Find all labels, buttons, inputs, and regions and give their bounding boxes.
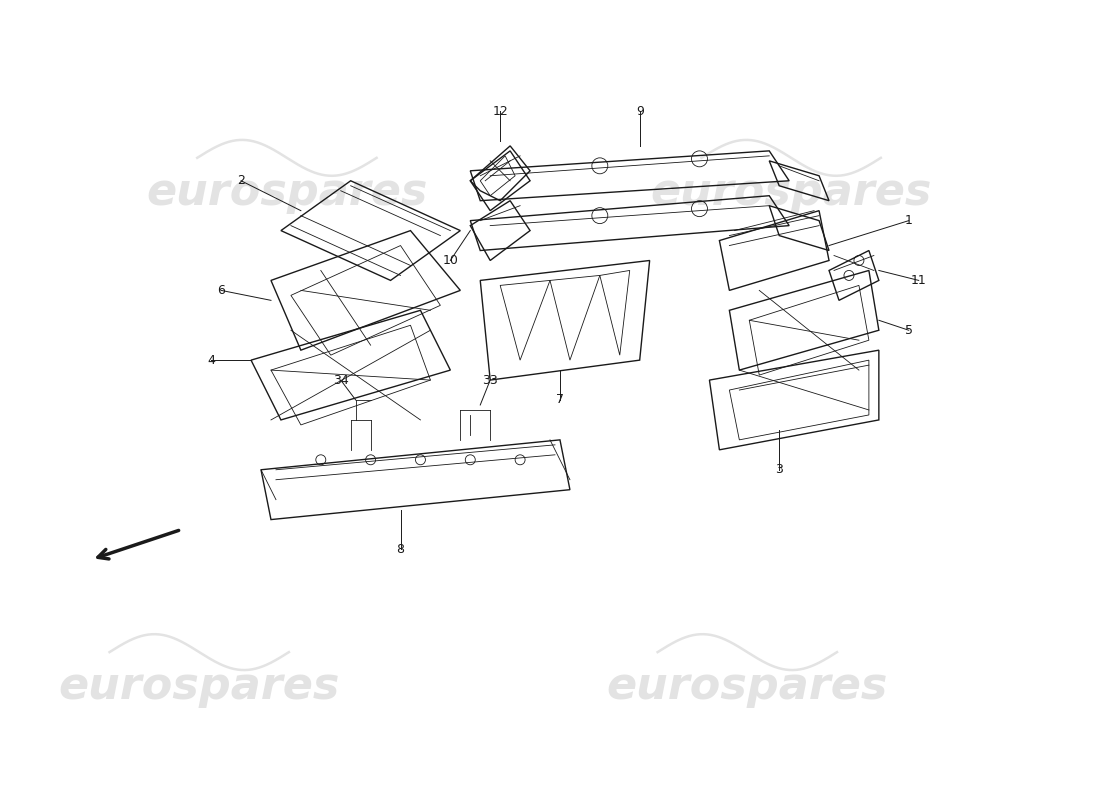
Text: 34: 34 (333, 374, 349, 386)
Text: 9: 9 (636, 105, 644, 118)
Text: 4: 4 (207, 354, 216, 366)
Text: 33: 33 (482, 374, 498, 386)
Text: 2: 2 (238, 174, 245, 187)
Text: 8: 8 (396, 543, 405, 556)
Text: 1: 1 (905, 214, 913, 227)
Text: 11: 11 (911, 274, 926, 287)
Text: 3: 3 (776, 463, 783, 476)
Text: 6: 6 (217, 284, 226, 297)
Text: eurospares: eurospares (650, 171, 932, 214)
Text: 12: 12 (493, 105, 508, 118)
Text: eurospares: eurospares (146, 171, 428, 214)
Text: 7: 7 (556, 394, 564, 406)
Text: 10: 10 (442, 254, 459, 267)
Text: eurospares: eurospares (58, 666, 340, 709)
Text: eurospares: eurospares (606, 666, 888, 709)
Text: 5: 5 (905, 324, 913, 337)
